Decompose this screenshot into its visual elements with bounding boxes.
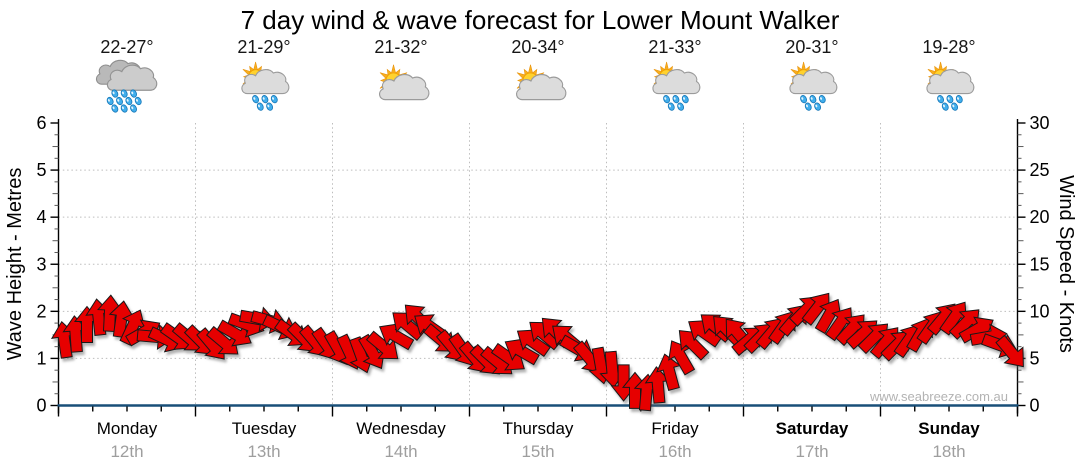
day-name-label: Wednesday	[356, 419, 446, 438]
day-date-label: 18th	[932, 442, 965, 461]
weather-icon-sun-cloud-rain	[241, 61, 290, 111]
wind-arrow	[668, 340, 696, 376]
weather-icon-sun-cloud	[379, 64, 430, 101]
day-date-label: 17th	[795, 442, 828, 461]
wave-height-tick-label: 1	[36, 348, 46, 368]
day-header: 20-31°	[752, 36, 872, 116]
day-name-label: Saturday	[776, 419, 849, 438]
day-temp-range: 21-32°	[374, 37, 428, 57]
day-temp-range: 21-29°	[237, 37, 291, 57]
x-axis-labels: Monday 12th Tuesday 13th Wednesday 14th Thursd…	[97, 419, 980, 461]
day-header: 20-34°	[478, 36, 598, 116]
day-date-label: 12th	[110, 442, 143, 461]
wind-arrows-series	[50, 292, 1024, 412]
day-date-label: 14th	[384, 442, 417, 461]
right-axis-title: Wind Speed - Knots	[1055, 175, 1077, 353]
wind-speed-tick-label: 25	[1030, 160, 1050, 180]
weather-icon-sun-cloud	[516, 64, 567, 101]
day-name-label: Tuesday	[232, 419, 297, 438]
wind-speed-tick-label: 5	[1030, 348, 1040, 368]
day-temp-range: 21-33°	[648, 37, 702, 57]
weather-icon-sun-cloud-rain	[926, 61, 975, 111]
day-name-label: Thursday	[503, 419, 574, 438]
watermark: www.seabreeze.com.au	[869, 389, 1008, 404]
day-name-label: Sunday	[918, 419, 980, 438]
wave-height-tick-label: 3	[36, 254, 46, 274]
day-temp-range: 19-28°	[922, 37, 976, 57]
day-date-label: 13th	[247, 442, 280, 461]
wind-arrow	[995, 334, 1024, 368]
wind-speed-tick-label: 20	[1030, 207, 1050, 227]
gridlines	[58, 123, 1018, 406]
left-axis-title: Wave Height - Metres	[4, 168, 26, 361]
day-header: 21-32°	[341, 36, 461, 116]
wind-speed-tick-label: 0	[1030, 396, 1040, 416]
page-title: 7 day wind & wave forecast for Lower Mou…	[240, 5, 840, 35]
day-header: 21-33°	[615, 36, 735, 116]
wind-speed-tick-label: 10	[1030, 301, 1050, 321]
weather-icon-rain-cloud	[95, 59, 158, 113]
wave-height-tick-label: 5	[36, 160, 46, 180]
wave-height-tick-label: 6	[36, 113, 46, 133]
day-date-label: 16th	[658, 442, 691, 461]
day-temp-range: 20-31°	[785, 37, 839, 57]
day-name-label: Monday	[97, 419, 158, 438]
axes: 0 1 2 3 4 5 6 0 5 10 15 20 25 30	[36, 113, 1050, 417]
wind-arrow	[656, 353, 682, 392]
wave-height-tick-label: 4	[36, 207, 46, 227]
wave-height-tick-label: 0	[36, 396, 46, 416]
weather-icon-sun-cloud-rain	[789, 61, 838, 111]
wind-speed-tick-label: 30	[1030, 113, 1050, 133]
weather-icon-sun-cloud-rain	[652, 61, 701, 111]
day-temp-range: 22-27°	[100, 37, 154, 57]
day-header: 21-29°	[204, 36, 324, 116]
day-date-label: 15th	[521, 442, 554, 461]
wind-speed-tick-label: 15	[1030, 254, 1050, 274]
day-header: 22-27°	[67, 36, 187, 116]
wave-height-tick-label: 2	[36, 301, 46, 321]
day-temp-range: 20-34°	[511, 37, 565, 57]
day-name-label: Friday	[651, 419, 699, 438]
day-header: 19-28°	[889, 36, 1009, 116]
